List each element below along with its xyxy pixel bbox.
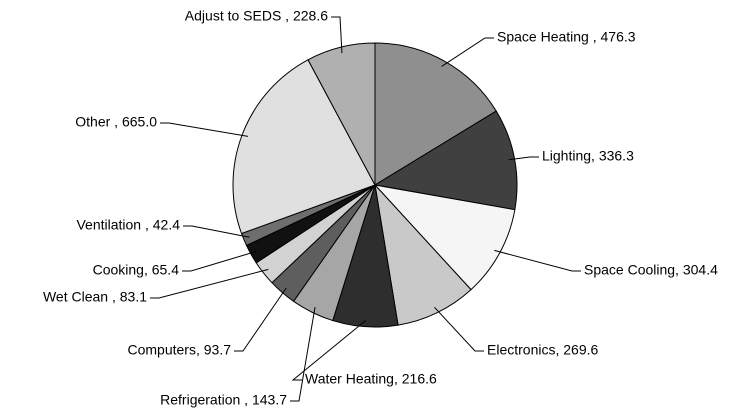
- leader-line: [160, 122, 249, 137]
- data-label: Computers, 93.7: [128, 342, 232, 358]
- data-label: Water Heating, 216.6: [305, 371, 437, 387]
- pie-slice: [232, 59, 376, 235]
- data-label: Space Heating , 476.3: [497, 29, 636, 45]
- pie-slice: [374, 42, 497, 186]
- leader-line: [290, 306, 316, 402]
- leader-line: [494, 249, 581, 272]
- data-label: Cooking, 65.4: [93, 262, 180, 278]
- data-label: Space Cooling, 304.4: [584, 262, 718, 278]
- leader-line: [441, 37, 494, 67]
- pie-slice: [373, 184, 516, 291]
- leader-line: [182, 250, 257, 272]
- leader-line: [508, 156, 539, 161]
- leader-line: [150, 268, 269, 299]
- data-label: Other , 665.0: [75, 114, 157, 130]
- pie-slice: [374, 183, 472, 326]
- data-label: Refrigeration , 143.7: [160, 392, 287, 408]
- leader-line: [434, 306, 484, 352]
- pie-slice: [307, 42, 376, 186]
- leader-line: [234, 287, 287, 352]
- data-label: Adjust to SEDS , 228.6: [185, 8, 328, 24]
- leader-line: [291, 320, 366, 381]
- data-label: Wet Clean , 83.1: [43, 289, 147, 305]
- data-label: Lighting, 336.3: [542, 148, 634, 164]
- data-label: Electronics, 269.6: [487, 342, 598, 358]
- data-label: Ventilation , 42.4: [76, 217, 180, 233]
- leader-line: [331, 16, 343, 54]
- leader-line: [183, 225, 250, 238]
